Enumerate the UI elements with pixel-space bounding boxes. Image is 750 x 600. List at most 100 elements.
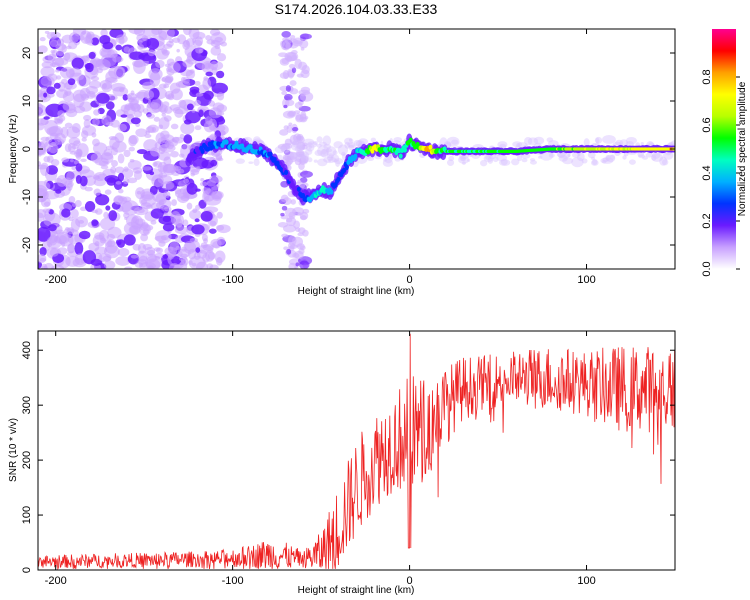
snr-panel: -200 -100 0 100 0 100 200 300 400 Height of stra… xyxy=(8,330,676,596)
noise-blob xyxy=(210,46,222,56)
noise-blob xyxy=(281,146,287,151)
noise-blob xyxy=(294,102,303,109)
noise-blob xyxy=(209,264,219,269)
noise-blob xyxy=(38,161,42,167)
noise-blob xyxy=(189,237,199,243)
noise-blob xyxy=(161,180,175,190)
noise-blob xyxy=(195,204,201,211)
noise-blob xyxy=(74,242,84,255)
noise-blob xyxy=(99,217,116,231)
noise-blob xyxy=(235,158,245,164)
noise-blob xyxy=(279,57,290,66)
noise-blob xyxy=(146,37,160,50)
noise-blob xyxy=(115,44,123,51)
noise-blob xyxy=(291,142,304,152)
noise-blob xyxy=(62,91,75,102)
noise-blob xyxy=(135,128,148,138)
noise-blob xyxy=(81,137,87,142)
noise-blob xyxy=(43,212,61,228)
noise-blob xyxy=(316,143,322,148)
noise-blob xyxy=(348,144,355,151)
noise-blob xyxy=(210,159,218,167)
noise-blob xyxy=(83,114,92,121)
noise-blob xyxy=(67,78,76,86)
noise-blob xyxy=(651,153,664,162)
noise-blob xyxy=(216,92,225,101)
noise-blob xyxy=(317,145,330,157)
noise-blob xyxy=(40,66,55,78)
noise-blob xyxy=(95,194,110,206)
noise-blob xyxy=(333,158,344,165)
noise-blob xyxy=(103,211,109,219)
noise-blob xyxy=(344,141,351,149)
noise-blob xyxy=(548,153,555,158)
noise-blob xyxy=(182,219,189,227)
noise-blob xyxy=(602,134,616,144)
noise-blob xyxy=(615,139,624,147)
noise-blob xyxy=(325,148,333,153)
spec-xtick-label: -200 xyxy=(45,274,67,286)
noise-blob xyxy=(459,155,466,161)
noise-blob xyxy=(313,159,318,163)
noise-blob xyxy=(128,134,139,145)
noise-blob xyxy=(117,172,125,182)
noise-blob xyxy=(278,52,288,58)
noise-blob xyxy=(294,58,302,69)
noise-blob xyxy=(284,138,292,146)
noise-blob xyxy=(662,151,674,160)
noise-blob xyxy=(562,157,574,165)
noise-blob xyxy=(40,136,50,142)
noise-blob xyxy=(142,29,160,37)
noise-blob xyxy=(523,137,533,146)
noise-blob xyxy=(51,264,65,269)
noise-blob xyxy=(163,206,172,212)
noise-blob xyxy=(110,119,120,128)
noise-blob xyxy=(499,143,507,149)
noise-blob xyxy=(123,46,131,53)
noise-blob xyxy=(323,143,332,150)
noise-blob xyxy=(130,254,138,259)
noise-blob xyxy=(183,39,190,48)
noise-blob xyxy=(96,92,110,104)
noise-blob xyxy=(328,158,332,163)
noise-blob xyxy=(344,137,354,145)
noise-blob xyxy=(628,159,636,165)
noise-blob xyxy=(248,161,254,165)
noise-blob xyxy=(170,88,183,101)
noise-blob xyxy=(595,137,600,144)
spec-xtick-label: 0 xyxy=(407,274,413,286)
noise-blob xyxy=(217,157,224,162)
snr-xtick-label: 0 xyxy=(407,575,413,587)
snr-background xyxy=(38,331,675,570)
noise-blob xyxy=(182,77,190,84)
noise-blob xyxy=(117,123,128,132)
snr-xlabel: Height of straight line (km) xyxy=(298,585,415,596)
noise-blob xyxy=(68,216,74,222)
noise-blob xyxy=(189,86,200,93)
noise-blob xyxy=(289,159,293,164)
noise-blob xyxy=(203,90,214,100)
noise-blob xyxy=(347,142,356,148)
noise-blob xyxy=(290,199,297,205)
noise-blob xyxy=(41,265,48,269)
noise-blob xyxy=(299,151,310,161)
spec-xtick-label: 100 xyxy=(577,274,595,286)
noise-blob xyxy=(133,206,149,216)
noise-blob xyxy=(642,156,648,160)
noise-blob xyxy=(182,257,189,266)
noise-blob xyxy=(128,146,135,152)
noise-blob xyxy=(293,110,301,114)
noise-blob xyxy=(202,77,212,90)
noise-blob xyxy=(214,250,226,263)
noise-blob xyxy=(50,49,56,54)
noise-blob xyxy=(164,76,172,85)
noise-blob xyxy=(117,153,125,164)
noise-blob xyxy=(281,30,291,38)
noise-blob xyxy=(191,108,196,113)
noise-blob xyxy=(253,158,260,166)
noise-blob xyxy=(55,189,62,194)
noise-blob xyxy=(207,252,216,260)
noise-blob xyxy=(192,31,206,40)
noise-blob xyxy=(71,122,81,134)
noise-blob xyxy=(143,89,155,100)
